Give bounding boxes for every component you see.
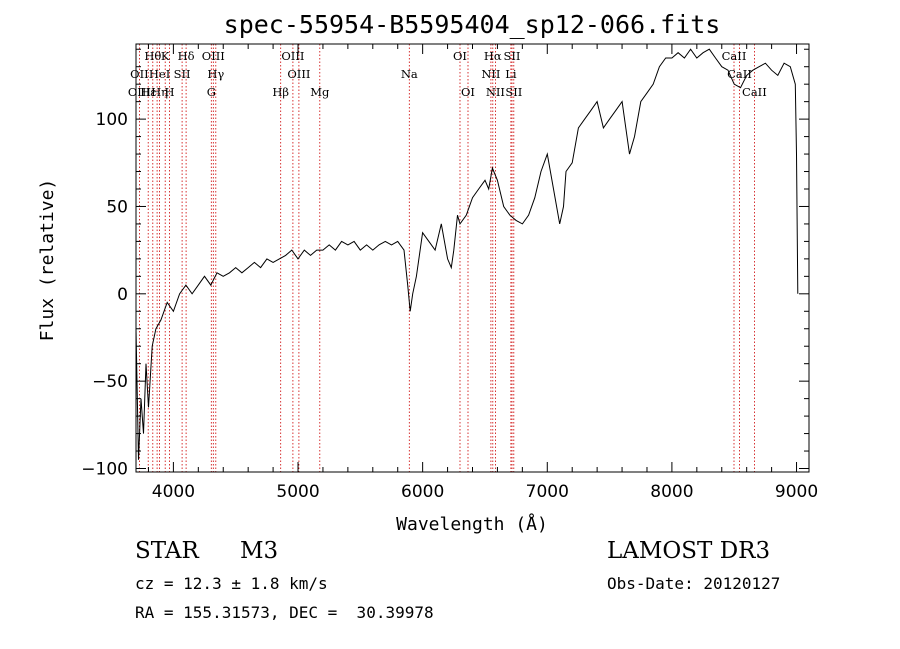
spectral-line-label: K: [161, 49, 170, 63]
x-axis-label: Wavelength (Å): [396, 513, 548, 535]
x-axis: 4000 5000 6000 7000 8000 9000: [147, 44, 818, 502]
spectral-line-label: HeI: [149, 67, 170, 81]
spectral-line-label: OIII: [202, 49, 225, 63]
coordinates: RA = 155.31573, DEC = 30.39978: [135, 603, 434, 622]
y-tick-label: 0: [117, 285, 128, 305]
spectral-line-label: OII: [130, 67, 149, 81]
x-tick-label: 4000: [152, 482, 195, 502]
spectral-line-label: OI: [453, 49, 467, 63]
spectral-line-label: Hε: [140, 85, 156, 99]
spectral-line-label: OIII: [281, 49, 304, 63]
spectral-line-label: Mg: [310, 85, 330, 99]
spectrum-line: [135, 48, 799, 460]
y-tick-label: 50: [106, 197, 128, 217]
spectral-line-label: Hγ: [207, 67, 224, 81]
x-tick-label: 6000: [401, 482, 444, 502]
spectral-line-label: Na: [401, 67, 418, 81]
chart-title: spec-55954-B5595404_sp12-066.fits: [224, 10, 721, 39]
y-tick-label: −100: [81, 460, 128, 480]
y-axis: −100 −50 0 50 100: [81, 48, 809, 480]
x-tick-label: 5000: [276, 482, 319, 502]
plot-frame: [135, 43, 810, 473]
redshift-value: cz = 12.3 ± 1.8 km/s: [135, 574, 328, 593]
spectral-line-label: Hα: [484, 49, 502, 63]
spectral-line-label: CaII: [742, 85, 767, 99]
object-type: STAR: [135, 538, 199, 564]
spectral-line-label: Hδ: [178, 49, 195, 63]
spectral-line-label: SII: [505, 85, 522, 99]
object-subclass: M3: [240, 538, 279, 564]
spectral-line-label: NII: [486, 85, 505, 99]
spectral-line-label: CaII: [722, 49, 747, 63]
obs-date: Obs-Date: 20120127: [607, 574, 781, 593]
x-tick-label: 7000: [526, 482, 569, 502]
spectral-line-label: Hβ: [272, 85, 289, 99]
spectral-line-label: OIII: [287, 67, 310, 81]
x-tick-label: 8000: [650, 482, 693, 502]
y-axis-label: Flux (relative): [37, 179, 58, 342]
spectral-line-markers: [138, 44, 755, 472]
spectral-line-label: OIII: [128, 85, 151, 99]
spectral-line-label: Li: [505, 67, 517, 81]
survey-name: LAMOST DR3: [607, 538, 771, 564]
y-tick-label: 100: [96, 110, 128, 130]
spectral-line-label: OI: [461, 85, 475, 99]
spectral-line-label: SII: [174, 67, 191, 81]
spectral-line-label: Hθ: [144, 49, 161, 63]
spectral-line-label: NII: [481, 67, 500, 81]
spectral-line-label: SII: [504, 49, 521, 63]
y-tick-label: −50: [92, 372, 128, 392]
spectral-line-label: Hη: [151, 85, 168, 99]
spectral-line-label: H: [164, 85, 174, 99]
x-tick-label: 9000: [775, 482, 818, 502]
spectral-line-label: G: [207, 85, 216, 99]
